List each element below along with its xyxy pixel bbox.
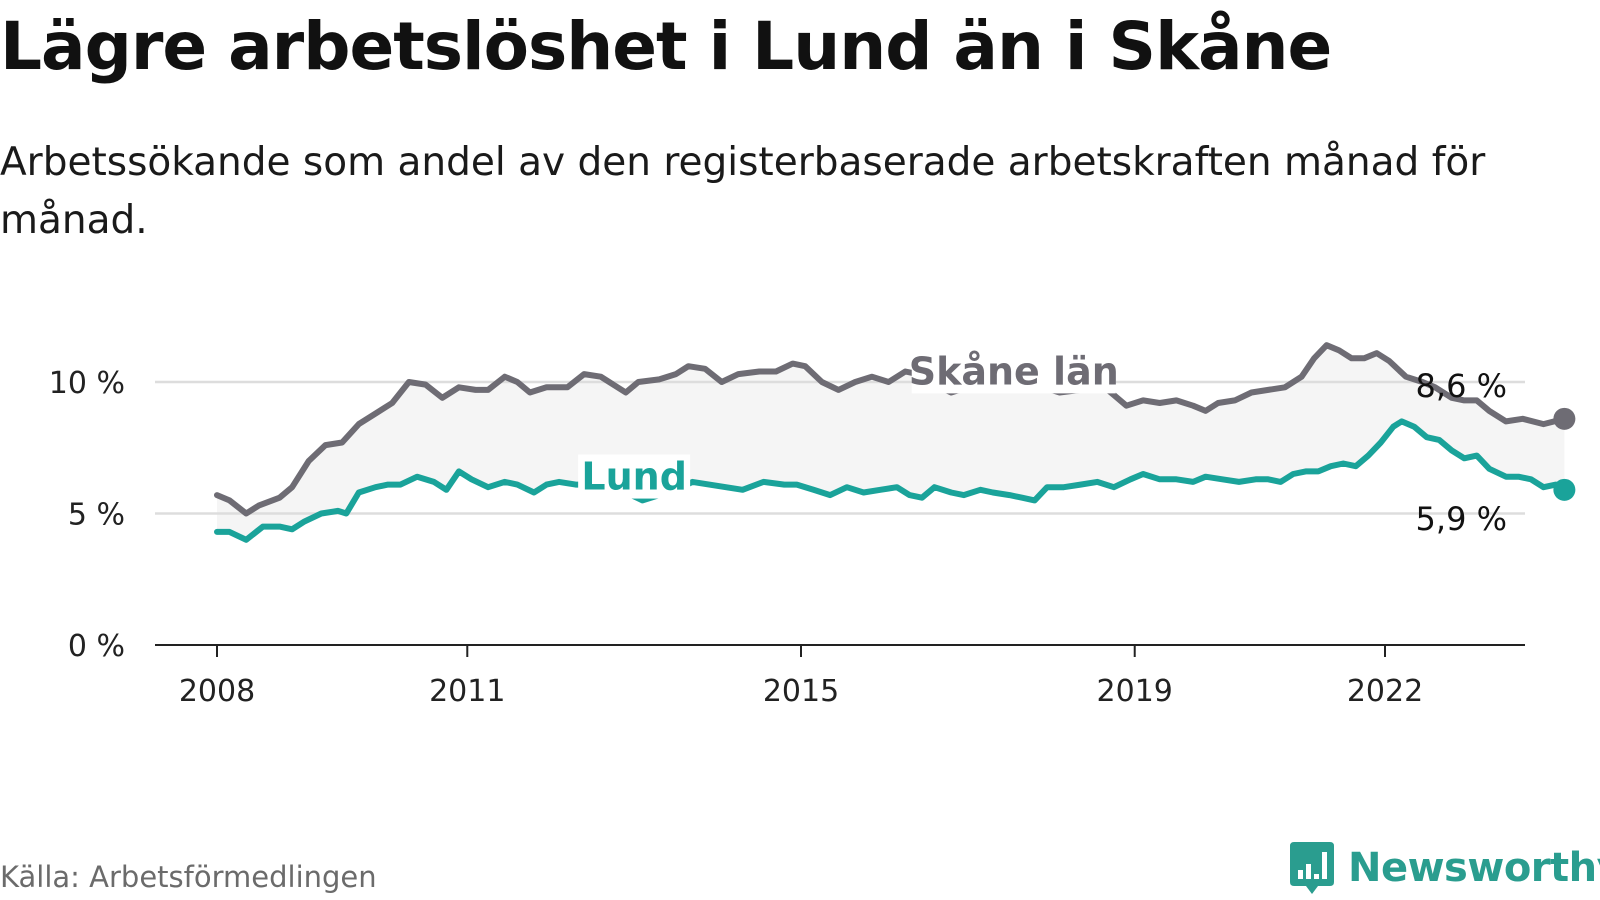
series-gap-band [217, 345, 1565, 540]
source-note: Källa: Arbetsförmedlingen [0, 860, 377, 894]
y-tick-label: 5 % [68, 498, 125, 533]
chart-title: Lägre arbetslöshet i Lund än i Skåne [0, 8, 1332, 85]
x-tick-label: 2011 [429, 674, 505, 709]
lund-series-label: Lund [581, 455, 687, 499]
skane-series-label: Skåne län [909, 349, 1119, 393]
lund-series-line-end-dot [1553, 478, 1576, 501]
lund-series-line [214, 418, 1568, 543]
skane-series-line [214, 342, 1568, 517]
skane-series-line-end-dot [1553, 407, 1576, 430]
line-chart: 0 % 5 % 10 % 2008 2011 2015 2019 2022 Skåne län L… [49, 342, 1576, 709]
skane-end-value: 8,6 % [1416, 367, 1507, 405]
lund-series-label-halo [578, 454, 691, 499]
x-tick-label: 2022 [1347, 674, 1423, 709]
newsworthy-logo-icon [1290, 842, 1334, 894]
newsworthy-logo: Newsworthy [1288, 840, 1600, 896]
brand-name: Newsworthy [1348, 845, 1600, 891]
y-tick-label: 0 % [68, 629, 125, 664]
x-tick-label: 2019 [1097, 674, 1173, 709]
y-tick-label: 10 % [49, 366, 125, 401]
x-tick-label: 2008 [179, 674, 255, 709]
lund-end-value: 5,9 % [1416, 500, 1507, 538]
skane-series-label-halo [911, 349, 1116, 394]
x-tick-label: 2015 [763, 674, 839, 709]
chart-subtitle: Arbetssökande som andel av den registerb… [0, 140, 1486, 243]
